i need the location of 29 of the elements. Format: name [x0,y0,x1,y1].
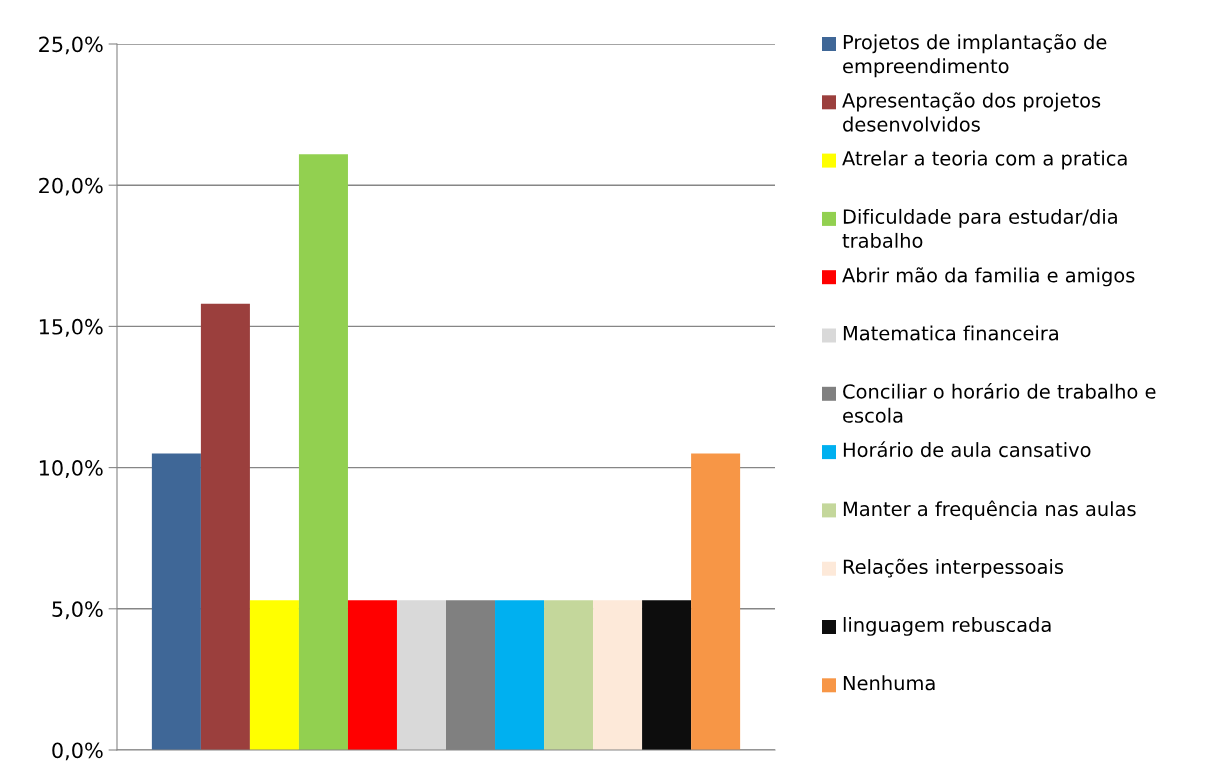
y-tick-label: 10,0% [39,460,103,478]
bar [151,453,201,750]
y-tick-label: 5,0% [52,601,103,620]
legend-label: Matematica financeira [843,325,1058,341]
bar [396,600,446,750]
bar [298,154,348,750]
y-tick-label: 0,0% [52,742,103,761]
bar [642,600,692,750]
legend-label: Nenhuma [843,675,935,691]
bar [691,453,741,750]
bar [544,600,594,750]
legend-label: Relações interpessoais [843,558,1064,578]
bar [593,600,643,750]
legend-label: Manter a frequência nas aulas [843,500,1136,520]
bar [347,600,397,750]
bar [200,303,250,750]
legend-label: Dificuldade para estudar/dia trabalho [842,208,1117,248]
legend-label: Horário de aula cansativo [843,441,1091,458]
legend-label: Conciliar o horário de trabalho e escola [843,383,1156,423]
bar [249,600,299,750]
legend-label: Apresentação dos projetos desenvolvidos [842,92,1101,132]
bar [495,600,545,750]
y-tick-label: 20,0% [39,177,103,196]
y-tick-label: 15,0% [39,318,103,337]
legend-label: linguagem rebuscada [843,617,1051,636]
legend-label: Abrir mão da familia e amigos [842,267,1135,287]
y-tick-label: 25,0% [39,36,103,55]
legend-label: Atrelar a teoria com a pratica [842,150,1127,170]
legend-label: Projetos de implantação de empreendimento [843,34,1107,78]
